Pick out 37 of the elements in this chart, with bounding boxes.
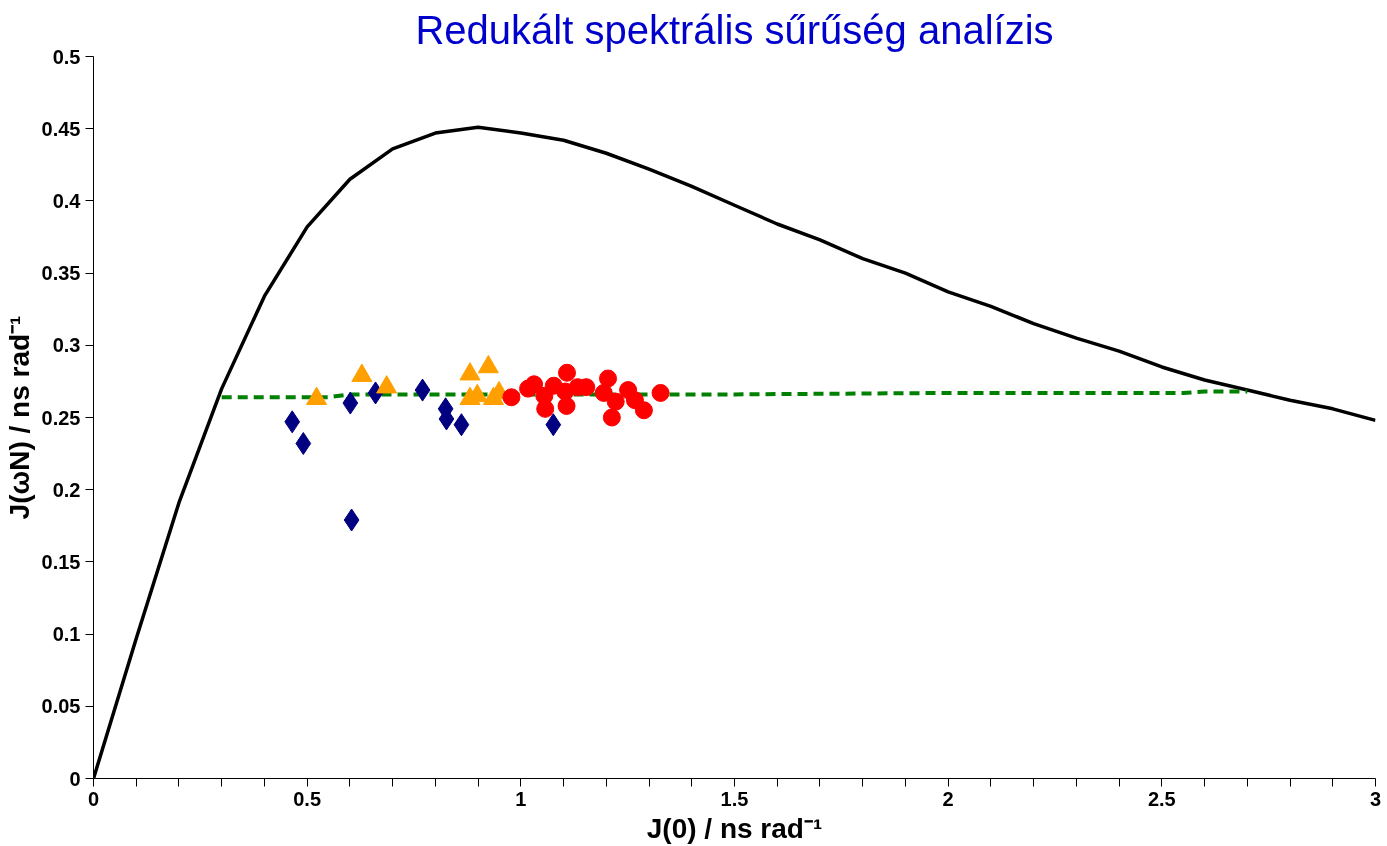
y-tick-label: 0.25 <box>41 406 81 429</box>
point <box>594 383 613 402</box>
point <box>606 392 625 411</box>
x-tick-label: 0 <box>87 787 100 810</box>
x-tick-label: 2 <box>942 787 954 810</box>
point <box>343 508 360 532</box>
point <box>651 383 670 402</box>
point <box>502 388 521 407</box>
y-tick-label: 0.35 <box>41 262 81 285</box>
y-tick-label: 0.4 <box>52 189 82 212</box>
y-tick-label: 0.5 <box>52 45 81 68</box>
y-tick-label: 0.3 <box>52 334 81 357</box>
point <box>634 401 653 420</box>
chart-title: Redukált spektrális sűrűség analízis <box>415 7 1054 52</box>
point <box>284 410 301 434</box>
point <box>453 413 470 437</box>
x-tick-label: 0.5 <box>293 787 322 810</box>
y-tick-label: 0.1 <box>52 623 81 646</box>
point <box>414 378 431 402</box>
y-axis-title: J(ωN) / ns rad⁻¹ <box>3 315 35 520</box>
y-tick-label: 0 <box>69 767 81 790</box>
y-tick-label: 0.2 <box>52 478 81 501</box>
x-axis-title: J(0) / ns rad⁻¹ <box>646 812 823 844</box>
x-tick-label: 1 <box>515 787 527 810</box>
x-tick-label: 1.5 <box>720 787 749 810</box>
point <box>525 375 544 394</box>
point <box>295 431 312 455</box>
point <box>599 369 618 388</box>
point <box>342 391 359 415</box>
y-tick-label: 0.45 <box>41 117 81 140</box>
point <box>602 408 621 427</box>
x-tick-label: 3 <box>1369 787 1382 810</box>
x-tick-label: 2.5 <box>1147 787 1176 810</box>
point <box>545 413 562 437</box>
y-tick-label: 0.15 <box>41 550 81 573</box>
point <box>557 363 576 382</box>
y-tick-label: 0.05 <box>41 695 81 718</box>
